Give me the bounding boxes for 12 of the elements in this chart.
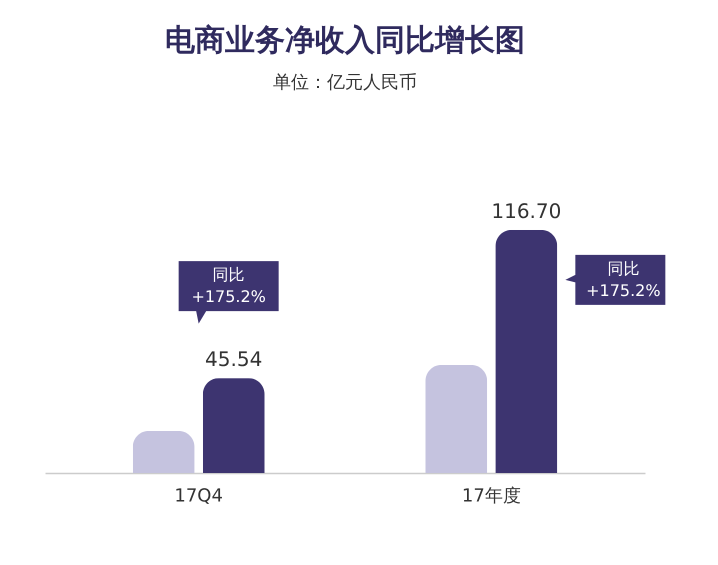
bar <box>202 378 265 473</box>
data-label: 116.70 <box>491 198 562 223</box>
chart-title: 电商业务净收入同比增长图 <box>165 22 525 58</box>
annotation: 同比 +175.2% <box>191 265 266 306</box>
bar <box>496 230 558 473</box>
x-tick-label: 17Q4 <box>174 486 223 506</box>
chart-subtitle: 单位：亿元人民币 <box>273 72 417 93</box>
bar <box>132 430 194 473</box>
x-tick-label: 17年度 <box>462 486 521 506</box>
bar <box>425 364 488 473</box>
data-label: 45.54 <box>205 347 262 372</box>
annotation: 同比 +175.2% <box>586 258 661 300</box>
